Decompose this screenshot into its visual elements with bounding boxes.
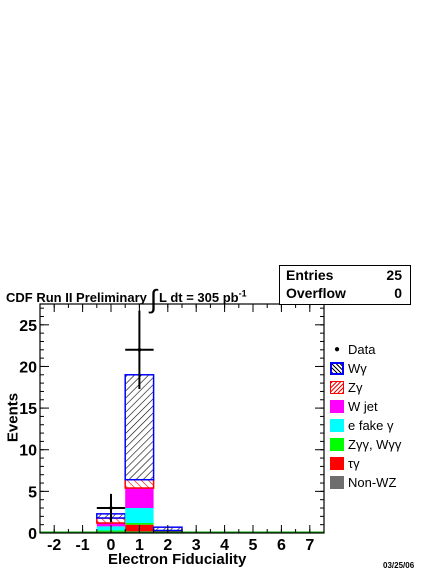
overflow-value: 0 [394, 285, 402, 301]
y-tick-label-20: 20 [19, 359, 37, 376]
x-tick-label-6: 6 [277, 537, 286, 554]
x-tick-label-3: 3 [192, 537, 201, 554]
data-points [96, 310, 154, 523]
data-point-0 [109, 506, 113, 510]
data-point-1 [137, 348, 142, 352]
x-tick-label-2: 2 [163, 537, 172, 554]
bar-Wjet-bin-0 [96, 523, 126, 527]
x-tick-label--2: -2 [47, 537, 61, 554]
x-tick-label-5: 5 [249, 537, 258, 554]
integral-symbol: ∫ [149, 284, 157, 314]
x-tick-label-1: 1 [135, 537, 144, 554]
entries-value: 25 [386, 267, 402, 283]
x-tick-label-0: 0 [107, 537, 116, 554]
date-stamp: 03/25/06 [383, 561, 415, 570]
legend-entry-zgg: Zγγ, Wγγ [330, 435, 401, 454]
overflow-label: Overflow [286, 285, 346, 301]
y-tick-label-10: 10 [19, 443, 37, 460]
y-tick-label-25: 25 [19, 318, 37, 335]
data-marker-icon: ● [333, 344, 341, 355]
legend-entry-wgamma: Wγ [330, 359, 401, 378]
bar-efake-bin-1 [125, 508, 154, 524]
x-tick-label-4: 4 [220, 537, 229, 554]
legend: ● Data Wγ Zγ W jet e fake γ Zγγ, Wγγ τγ N… [330, 340, 401, 492]
legend-entry-taugamma: τγ [330, 454, 401, 473]
plot-title: CDF Run II Preliminary ∫ L dt = 305 pb-1 [6, 284, 247, 314]
y-tick-label-15: 15 [19, 401, 37, 418]
axes: -2 -1 0 1 2 3 4 5 6 7 0 5 10 15 20 25 [19, 304, 325, 554]
x-tick-label--1: -1 [75, 537, 89, 554]
bar-ZW-bin-1 [125, 523, 154, 525]
y-tick-label-0: 0 [28, 526, 37, 543]
bar-Wjet-bin-1 [125, 488, 154, 509]
x-axis-label: Electron Fiduciality [108, 551, 247, 568]
y-axis-label: Events [4, 392, 22, 443]
legend-entry-wjet: W jet [330, 397, 401, 416]
legend-entry-zgamma: Zγ [330, 378, 401, 397]
legend-entry-nonwz: Non-WZ [330, 473, 401, 492]
legend-entry-data: ● Data [330, 340, 401, 359]
bar-W-bin-1 [124, 374, 155, 481]
legend-entry-efake: e fake γ [330, 416, 401, 435]
y-tick-label-5: 5 [28, 484, 37, 501]
stacked-bars [40, 374, 324, 533]
stats-box: Entries 25 Overflow 0 [279, 265, 411, 305]
entries-label: Entries [286, 267, 334, 283]
plot-frame [39, 303, 325, 534]
x-tick-label-7: 7 [305, 537, 314, 554]
bar-Z-bin-1 [124, 478, 155, 489]
